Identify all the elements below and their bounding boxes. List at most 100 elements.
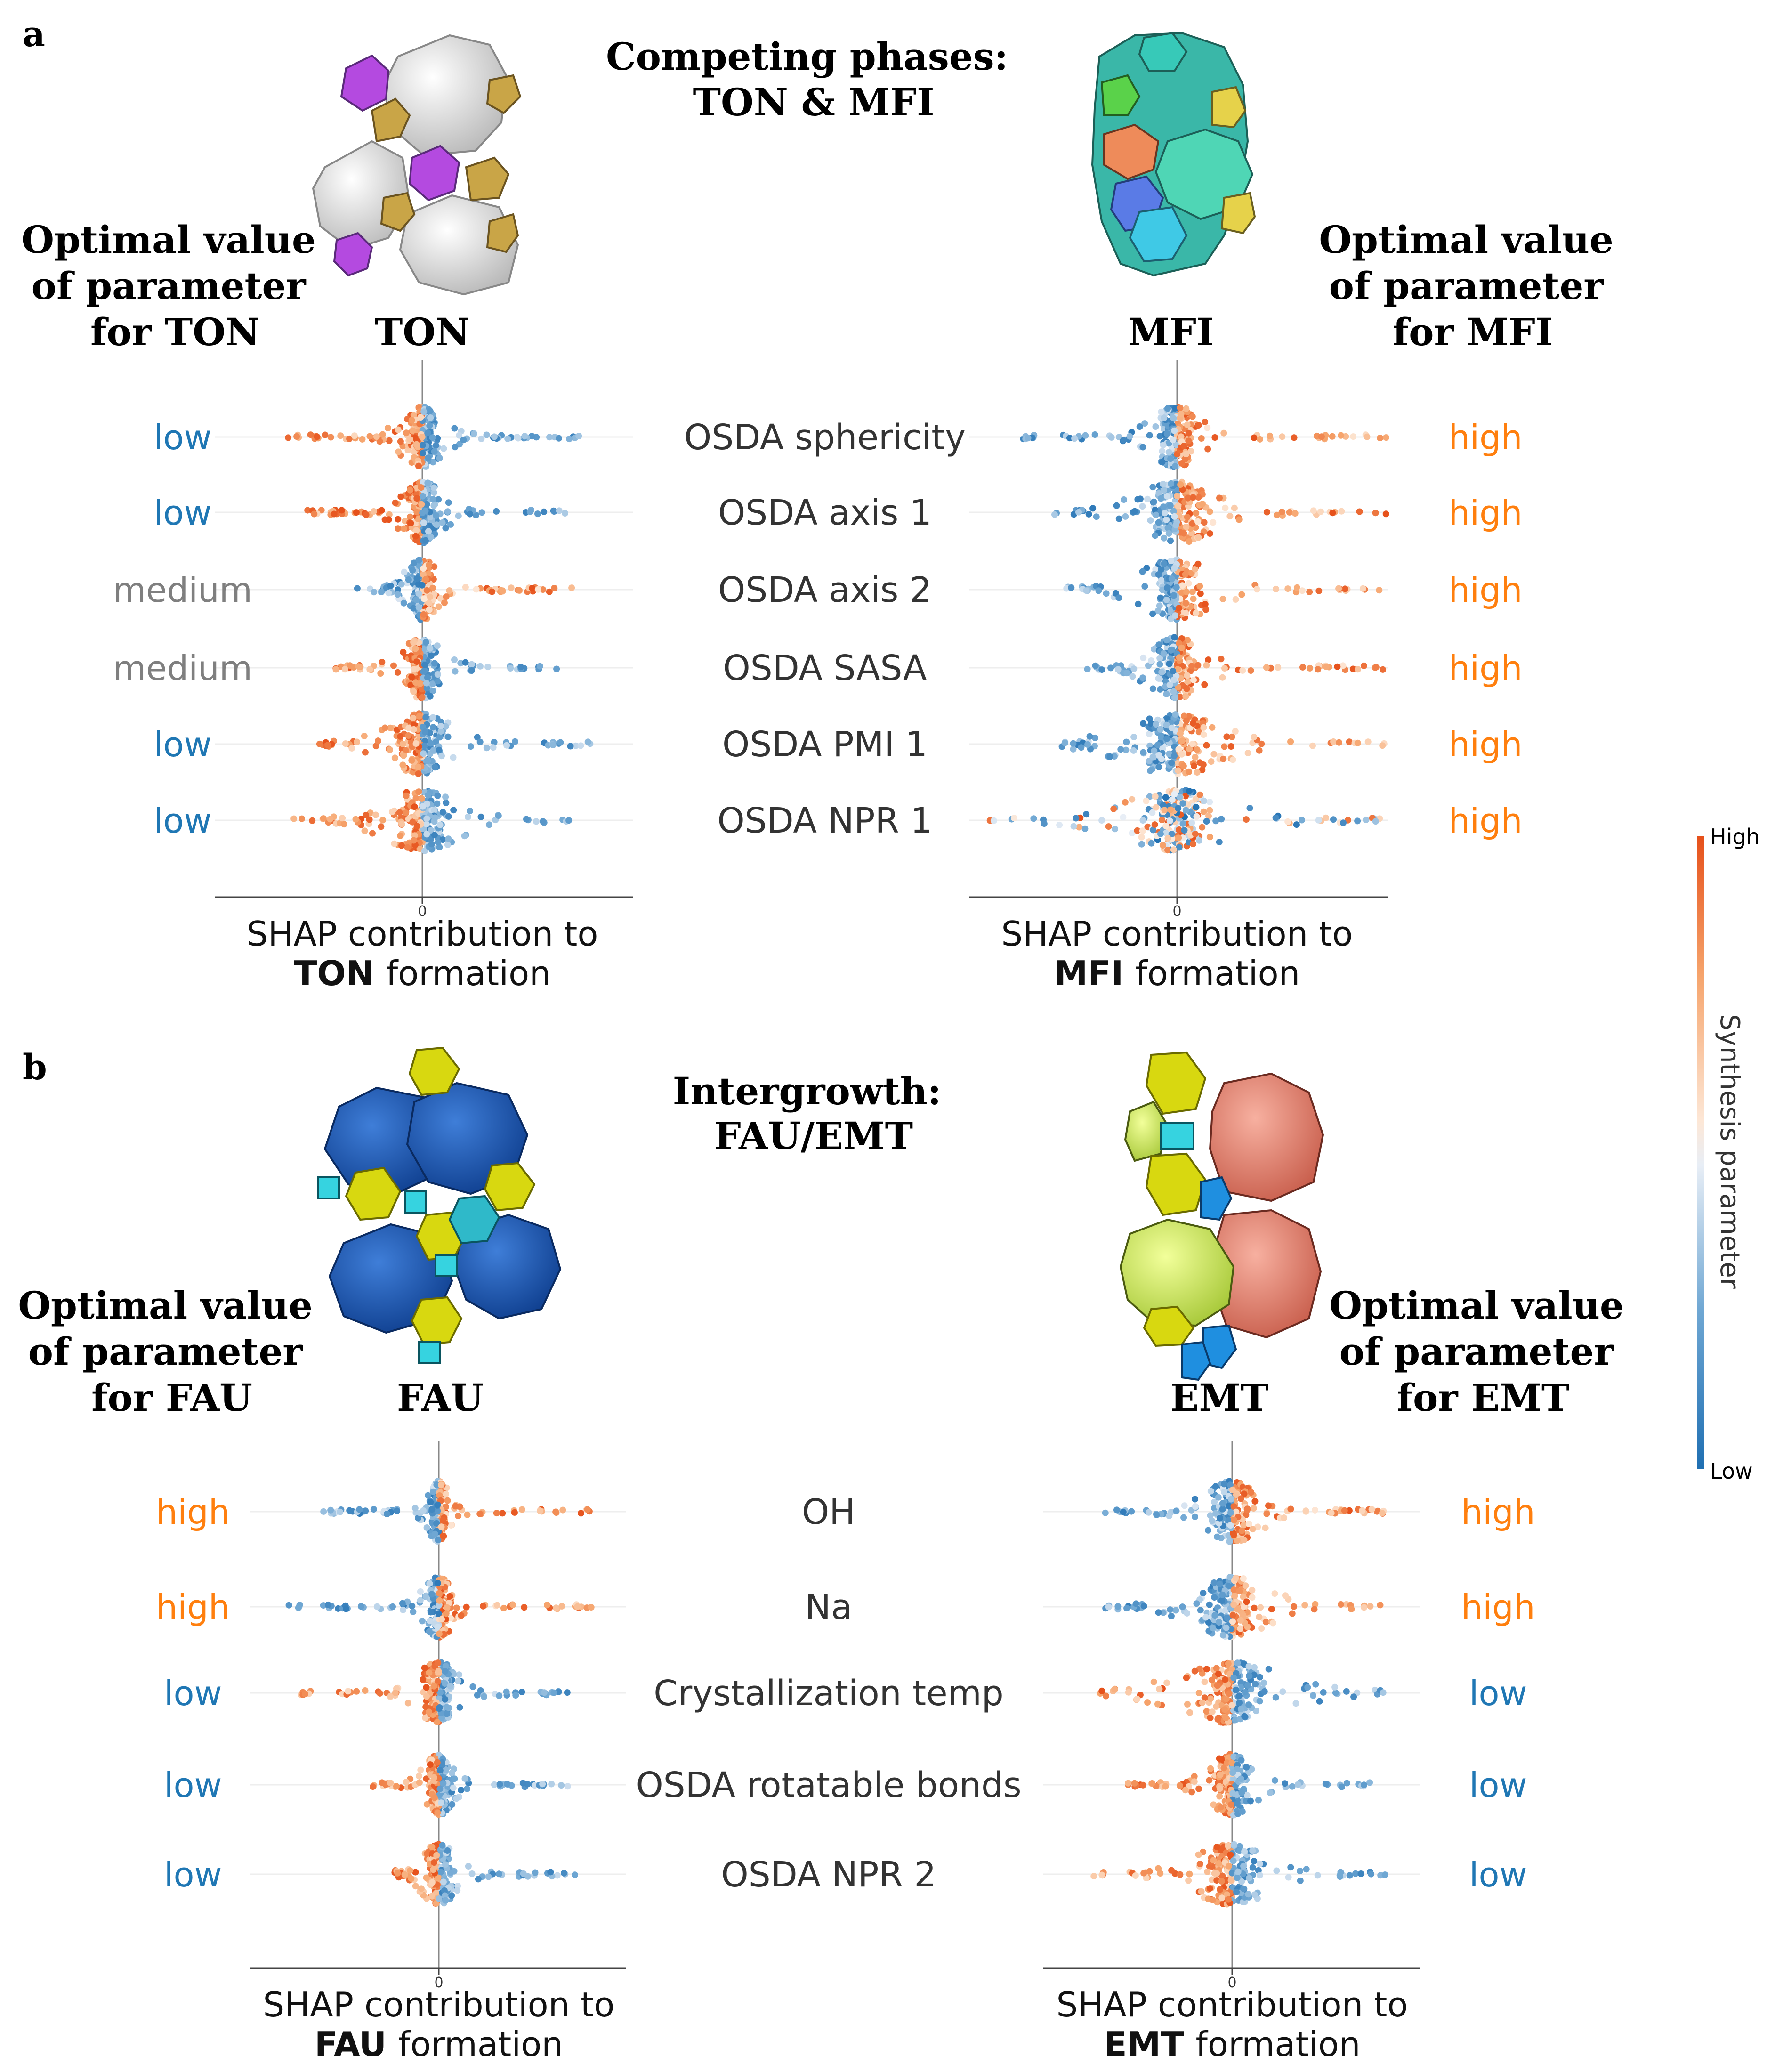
swarm-point xyxy=(454,1887,461,1894)
swarm-point xyxy=(1360,662,1367,669)
swarm-point xyxy=(541,508,548,515)
swarm-point xyxy=(1253,586,1260,593)
swarm-point xyxy=(464,1511,471,1518)
swarm-point xyxy=(546,434,553,441)
swarm-point xyxy=(1231,1593,1238,1600)
swarm-point xyxy=(1158,566,1165,573)
swarm-point xyxy=(456,1671,463,1678)
swarm-point xyxy=(1108,434,1115,441)
swarm-point xyxy=(1230,1531,1237,1538)
swarm-point xyxy=(1346,1507,1353,1514)
swarm-point xyxy=(1217,1804,1224,1811)
swarm-point xyxy=(434,1809,441,1816)
swarm-point xyxy=(1222,1676,1229,1683)
swarm-point xyxy=(1122,746,1130,753)
swarm-point xyxy=(1156,1685,1163,1692)
swarm-point xyxy=(419,694,426,701)
swarm-point xyxy=(409,818,416,826)
swarm-point xyxy=(366,433,373,440)
swarm-point xyxy=(1279,433,1286,440)
swarm-point xyxy=(423,1693,430,1700)
swarm-point xyxy=(1130,734,1138,740)
optimal-level-label: low xyxy=(1469,1765,1527,1805)
swarm-point xyxy=(526,508,533,515)
swarm-point xyxy=(1220,1489,1227,1496)
swarm-point xyxy=(450,754,457,761)
swarm-point xyxy=(1163,1679,1170,1686)
swarm-point xyxy=(1247,1797,1254,1805)
swarm-point xyxy=(431,764,438,771)
swarm-point xyxy=(520,1870,527,1877)
swarm-point xyxy=(578,1510,584,1517)
swarm-point xyxy=(1153,1511,1160,1518)
swarm-point xyxy=(476,1510,484,1517)
swarm-point xyxy=(1166,750,1173,757)
swarm-point xyxy=(1188,1789,1195,1796)
swarm-point xyxy=(331,510,338,518)
swarm-point xyxy=(1257,1604,1264,1611)
swarm-point xyxy=(1122,513,1129,520)
swarm-point xyxy=(385,590,392,597)
swarm-point xyxy=(1251,1671,1258,1678)
swarm-point xyxy=(468,743,474,750)
swarm-point xyxy=(1229,756,1236,763)
swarm-point xyxy=(1131,1780,1138,1787)
swarm-point xyxy=(476,663,484,670)
swarm-point xyxy=(442,793,449,801)
swarm-point xyxy=(452,444,459,451)
swarm-point xyxy=(1245,1663,1252,1670)
swarm-point xyxy=(1310,1692,1316,1699)
swarm-point xyxy=(1221,665,1228,672)
swarm-point xyxy=(1192,795,1199,802)
x-axis-label-2: EMT formation xyxy=(1104,2024,1361,2064)
swarm-point xyxy=(444,1847,451,1854)
swarm-point xyxy=(1363,816,1370,823)
swarm-point xyxy=(1356,508,1363,515)
swarm-point xyxy=(493,1510,500,1517)
swarm-point xyxy=(1115,515,1122,522)
swarm-point xyxy=(1139,674,1146,681)
swarm-point xyxy=(1155,490,1162,497)
swarm-point xyxy=(1265,1666,1272,1673)
swarm-point xyxy=(490,744,497,751)
swarm-point xyxy=(1207,1695,1214,1702)
swarm-point xyxy=(429,688,436,694)
swarm-point xyxy=(553,1509,560,1516)
swarm-point xyxy=(1200,761,1207,768)
swarm-point xyxy=(508,584,515,591)
swarm-point xyxy=(387,746,393,753)
swarm-point xyxy=(411,448,418,455)
swarm-point xyxy=(1102,1692,1109,1700)
swarm-point xyxy=(1273,511,1280,518)
swarm-point xyxy=(433,442,439,449)
swarm-point xyxy=(1172,1607,1179,1614)
swarm-point xyxy=(1191,1773,1198,1780)
swarm-point xyxy=(1113,1506,1120,1514)
swarm-point xyxy=(1271,1777,1278,1784)
swarm-point xyxy=(407,486,414,494)
swarm-point xyxy=(483,745,490,752)
swarm-point xyxy=(1082,432,1089,439)
swarm-point xyxy=(1233,1491,1240,1498)
swarm-point xyxy=(1216,839,1223,846)
swarm-point xyxy=(1140,1603,1147,1610)
swarm-point xyxy=(361,733,368,739)
swarm-point xyxy=(413,509,420,516)
swarm-point xyxy=(1144,495,1151,502)
swarm-point xyxy=(1206,1601,1213,1608)
x-tick-label: 0 xyxy=(418,903,427,920)
swarm-point xyxy=(1315,666,1322,673)
swarm-point xyxy=(423,821,430,828)
swarm-point xyxy=(1237,1706,1244,1713)
swarm-point xyxy=(397,438,404,445)
swarm-point xyxy=(400,752,407,759)
swarm-point xyxy=(452,1503,459,1510)
swarm-point xyxy=(1227,1509,1234,1516)
swarm-point xyxy=(322,431,329,438)
swarm-point xyxy=(1241,1713,1248,1720)
swarm-point xyxy=(413,575,420,582)
